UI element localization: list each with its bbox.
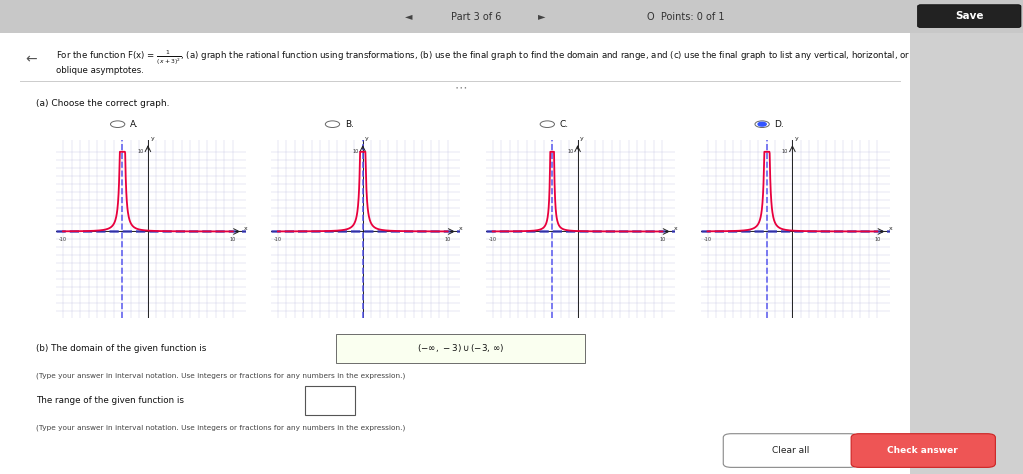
Circle shape (755, 121, 769, 128)
FancyBboxPatch shape (336, 334, 585, 363)
Text: The range of the given function is: The range of the given function is (36, 396, 186, 405)
Text: (Type your answer in interval notation. Use integers or fractions for any number: (Type your answer in interval notation. … (36, 425, 405, 431)
Text: y: y (150, 137, 154, 141)
Text: ◄: ◄ (405, 11, 413, 22)
Text: 10: 10 (660, 237, 666, 242)
Text: -10: -10 (704, 237, 712, 242)
Text: y: y (365, 137, 369, 141)
Text: y: y (580, 137, 584, 141)
Text: For the function F(x) = $\frac{1}{(x+3)^2}$, (a) graph the rational function usi: For the function F(x) = $\frac{1}{(x+3)^… (56, 48, 910, 67)
Text: 10: 10 (445, 237, 451, 242)
FancyBboxPatch shape (918, 5, 1021, 27)
FancyBboxPatch shape (851, 434, 995, 467)
Circle shape (325, 121, 340, 128)
Text: ←: ← (26, 52, 37, 66)
Text: oblique asymptotes.: oblique asymptotes. (56, 66, 144, 75)
Text: 10: 10 (782, 149, 788, 154)
Text: ⋯: ⋯ (454, 81, 466, 94)
Text: B.: B. (345, 120, 354, 128)
Text: x: x (243, 226, 248, 231)
Text: O  Points: 0 of 1: O Points: 0 of 1 (647, 11, 724, 22)
Text: Save: Save (955, 11, 984, 21)
Text: (a) Choose the correct graph.: (a) Choose the correct graph. (36, 99, 169, 108)
Text: 10: 10 (137, 149, 143, 154)
Text: A.: A. (130, 120, 139, 128)
Text: (Type your answer in interval notation. Use integers or fractions for any number: (Type your answer in interval notation. … (36, 373, 405, 379)
Text: x: x (458, 226, 462, 231)
Text: 10: 10 (352, 149, 358, 154)
Text: y: y (795, 137, 799, 141)
Text: 10: 10 (567, 149, 573, 154)
Circle shape (110, 121, 125, 128)
Text: ►: ► (538, 11, 546, 22)
Text: x: x (673, 226, 677, 231)
Circle shape (758, 122, 766, 126)
Text: -10: -10 (489, 237, 497, 242)
Text: 10: 10 (230, 237, 236, 242)
Text: Part 3 of 6: Part 3 of 6 (450, 11, 501, 22)
Text: C.: C. (560, 120, 569, 128)
Text: -10: -10 (59, 237, 68, 242)
Text: -10: -10 (274, 237, 282, 242)
Text: D.: D. (774, 120, 785, 128)
FancyBboxPatch shape (0, 0, 910, 474)
Text: Clear all: Clear all (772, 447, 809, 455)
Text: x: x (888, 226, 892, 231)
FancyBboxPatch shape (305, 386, 355, 415)
FancyBboxPatch shape (723, 434, 857, 467)
Bar (0, 0, 1023, 33)
Text: Check answer: Check answer (887, 447, 959, 455)
Text: 10: 10 (875, 237, 881, 242)
Text: (b) The domain of the given function is: (b) The domain of the given function is (36, 344, 209, 353)
Text: $(-\infty,\,-3)\cup(-3,\,\infty)$: $(-\infty,\,-3)\cup(-3,\,\infty)$ (416, 342, 504, 355)
Circle shape (540, 121, 554, 128)
